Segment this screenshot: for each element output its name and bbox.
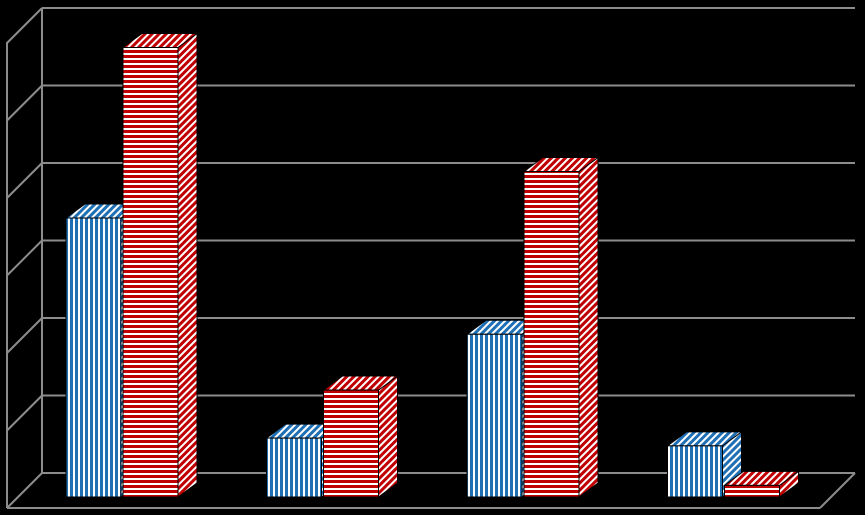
grid-line (6, 7, 43, 44)
bar (266, 437, 322, 498)
grid-line (6, 162, 43, 199)
bar (323, 389, 379, 498)
bar-side (177, 32, 198, 498)
grid-line (6, 84, 43, 122)
bar (122, 47, 179, 498)
bar-side (378, 375, 398, 498)
bar-side (578, 156, 599, 498)
grid-line (6, 472, 43, 509)
grid-line (6, 394, 43, 432)
bar (667, 445, 723, 498)
bar (724, 484, 780, 498)
grid-line (6, 239, 43, 277)
grid-line (6, 317, 43, 354)
bar (466, 333, 523, 498)
bar (65, 217, 122, 498)
bar (523, 171, 580, 498)
